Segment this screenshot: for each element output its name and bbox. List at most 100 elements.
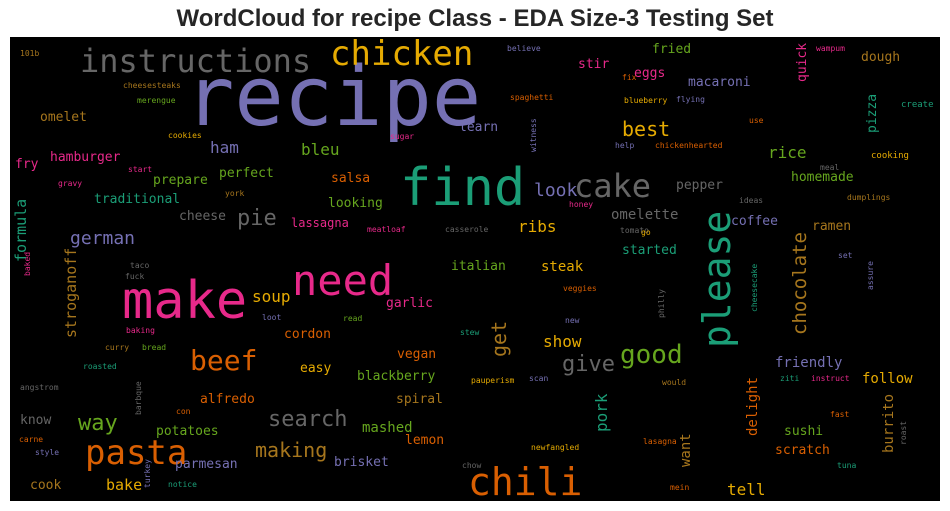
word-merengue: merengue (137, 96, 176, 105)
word-chickenhearted: chickenhearted (655, 141, 723, 150)
word-german: german (70, 228, 135, 249)
word-pasta: pasta (85, 433, 187, 473)
word-prepare: prepare (153, 173, 208, 188)
word-way: way (78, 411, 118, 436)
word-vegan: vegan (397, 347, 436, 362)
word-pie: pie (237, 206, 277, 231)
word-macaroni: macaroni (688, 75, 751, 90)
word-veggies: veggies (563, 284, 597, 293)
word-baking: baking (126, 326, 155, 335)
word-please: please (695, 211, 739, 348)
word-instruct: instruct (811, 374, 850, 383)
word-pork: pork (592, 393, 611, 432)
word-ham: ham (210, 138, 239, 157)
chart-title: WordCloud for recipe Class - EDA Size-3 … (176, 5, 774, 32)
word-bread: bread (142, 343, 166, 352)
word-fix: fix (622, 73, 637, 82)
word-scan: scan (529, 374, 548, 383)
word-would: would (662, 378, 686, 387)
word-lasagna: lasagna (643, 437, 677, 446)
word-know: know (20, 413, 51, 428)
word-witness: witness (529, 118, 538, 152)
word-cordon: cordon (284, 327, 331, 342)
word-loot: loot (262, 313, 281, 322)
word-friendly: friendly (775, 355, 842, 371)
word-fried: fried (652, 42, 691, 57)
word-fry: fry (15, 157, 39, 172)
word-gravy: gravy (58, 179, 82, 188)
word-get: get (487, 321, 511, 357)
word-spiral: spiral (396, 392, 443, 407)
word-honey: honey (569, 200, 593, 209)
word-read: read (343, 314, 362, 323)
word-garlic: garlic (386, 296, 433, 311)
word-tomato: tomato (620, 226, 649, 235)
word-style: style (35, 448, 59, 457)
word-sushi: sushi (784, 424, 823, 439)
cloud-background (10, 37, 940, 501)
word-curry: curry (105, 343, 129, 352)
word-making: making (255, 438, 327, 462)
word-learn: learn (459, 120, 498, 135)
word-cheesesteaks: cheesesteaks (123, 81, 181, 90)
word-looking: looking (328, 196, 383, 211)
word-spaghetti: spaghetti (510, 93, 554, 102)
word-make: make (122, 271, 247, 331)
word-italian: italian (451, 259, 506, 274)
word-burrito: burrito (881, 394, 897, 453)
word-instructions: instructions (80, 42, 311, 80)
word-bake: bake (106, 476, 142, 494)
word-parmesan: parmesan (175, 457, 238, 472)
word-omelet: omelet (40, 110, 87, 125)
word-roasted: roasted (83, 362, 117, 371)
word-show: show (543, 332, 582, 351)
word-bleu: bleu (301, 140, 340, 159)
word-cook: cook (30, 478, 61, 493)
word-ziti: ziti (780, 374, 799, 383)
word-good: good (620, 340, 683, 370)
word-start: start (128, 165, 152, 174)
word-omelette: omelette (611, 207, 678, 223)
word-salsa: salsa (331, 171, 370, 186)
word-cake: cake (574, 167, 651, 205)
word-follow: follow (862, 371, 913, 387)
word-hamburger: hamburger (50, 150, 121, 165)
word-easy: easy (300, 361, 331, 376)
word-barbque: barbque (134, 381, 143, 415)
word-coffee: coffee (731, 214, 778, 229)
word-delight: delight (745, 377, 761, 436)
word-newfangled: newfangled (531, 443, 579, 452)
word-casserole: casserole (445, 225, 489, 234)
word-soup: soup (252, 287, 291, 306)
word-cheesecake: cheesecake (750, 264, 759, 312)
word-stir: stir (578, 57, 609, 72)
word-create: create (901, 100, 934, 110)
word-meatloaf: meatloaf (367, 225, 406, 234)
word-perfect: perfect (219, 166, 274, 181)
word-ramen: ramen (812, 219, 851, 234)
word-believe: believe (507, 44, 541, 53)
word-roast: roast (899, 421, 908, 445)
word-tell: tell (727, 480, 766, 499)
word-best: best (622, 117, 670, 141)
word-homemade: homemade (791, 170, 854, 185)
word-started: started (622, 243, 677, 258)
word-set: set (838, 251, 853, 260)
word-new: new (565, 316, 580, 325)
word-tuna: tuna (837, 461, 856, 470)
word-steak: steak (541, 259, 584, 275)
word-dough: dough (861, 50, 900, 65)
word-chicken: chicken (330, 34, 473, 74)
word-notice: notice (168, 480, 197, 489)
word-quick: quick (795, 43, 810, 82)
word-rice: rice (768, 143, 807, 162)
word-give: give (562, 352, 615, 377)
word-pepper: pepper (676, 178, 723, 193)
word-cheese: cheese (179, 209, 226, 224)
word-blackberry: blackberry (357, 369, 435, 384)
word-sugar: sugar (390, 132, 414, 141)
word-chocolate: chocolate (789, 232, 811, 335)
word-formula: formula (12, 199, 30, 262)
